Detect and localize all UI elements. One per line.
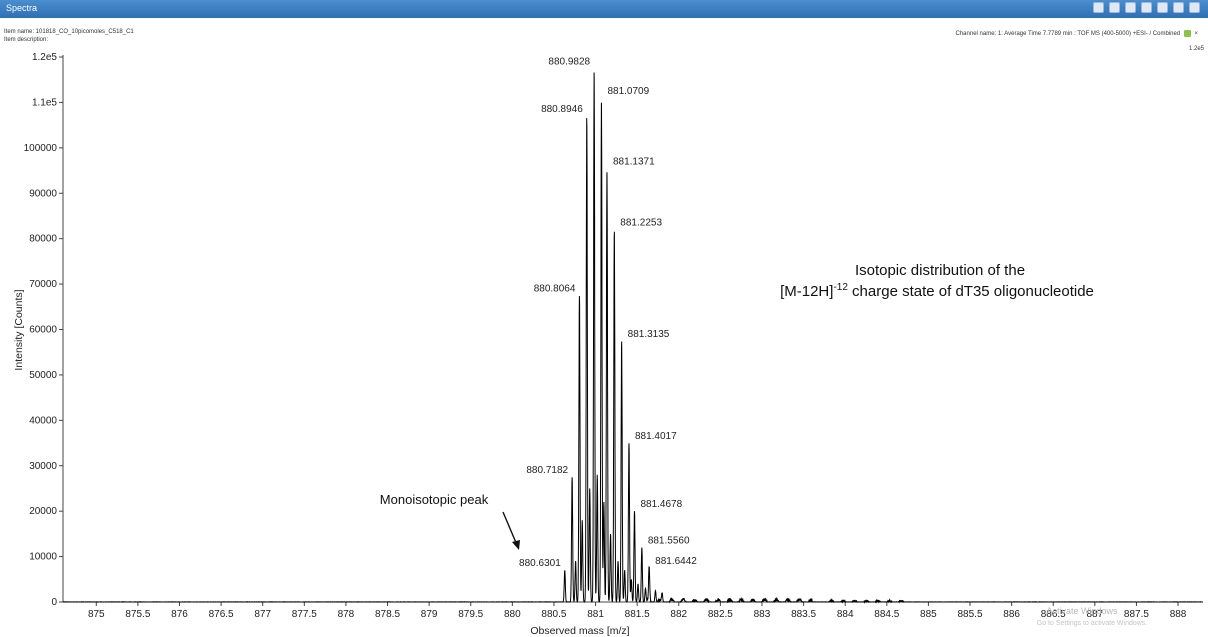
x-tick-label: 885.5 — [957, 609, 982, 620]
y-tick-label: 60000 — [29, 325, 57, 336]
x-tick-label: 877.5 — [292, 609, 317, 620]
distribution-annotation-line2: [M-12H]-12 charge state of dT35 oligonuc… — [780, 282, 1094, 300]
y-tick-label: 40000 — [29, 415, 57, 426]
y-tick-label: 0 — [51, 597, 57, 608]
x-axis: 875 875.5 876 876.5 877 877.5 878 878.5 879 879.5… — [63, 601, 1203, 620]
y-tick-label: 30000 — [29, 461, 57, 472]
x-tick-label: 882.5 — [708, 609, 733, 620]
x-tick-label: 875.5 — [125, 609, 150, 620]
x-tick-label: 881.5 — [625, 609, 650, 620]
peak-label: 881.2253 — [620, 218, 662, 229]
close-icon[interactable] — [1189, 2, 1200, 13]
activate-windows-subtext: Go to Settings to activate Windows. — [1037, 620, 1148, 627]
x-tick-label: 885 — [920, 609, 937, 620]
peak-label: 881.5560 — [648, 536, 690, 547]
x-tick-label: 882 — [670, 609, 687, 620]
item-description: Item description: — [4, 37, 49, 43]
peak-label: 881.1371 — [613, 156, 655, 167]
y-tick-label: 50000 — [29, 370, 57, 381]
peak-label: 881.3135 — [628, 329, 670, 340]
x-tick-label: 876.5 — [209, 609, 234, 620]
channel-text: Channel name: 1: Average Time 7.7789 min… — [955, 31, 1181, 38]
x-tick-label: 880 — [504, 609, 521, 620]
ion-label: [M-12H] — [780, 283, 833, 300]
y-tick-label: 90000 — [29, 188, 57, 199]
window-title: Spectra — [6, 3, 38, 13]
peak-label: 880.7182 — [526, 465, 568, 476]
y-tick-label: 100000 — [24, 143, 58, 154]
toolbar-icons — [1093, 2, 1200, 13]
x-tick-label: 881 — [587, 609, 604, 620]
x-tick-label: 877 — [254, 609, 271, 620]
x-tick-label: 887.5 — [1124, 609, 1149, 620]
x-tick-label: 888 — [1170, 609, 1187, 620]
export-icon[interactable] — [1157, 2, 1168, 13]
peak-label: 880.8064 — [534, 283, 576, 294]
monoisotopic-annotation: Monoisotopic peak — [380, 492, 489, 507]
charge-state-text: charge state of dT35 oligonucleotide — [848, 283, 1094, 300]
pin-icon[interactable] — [1183, 30, 1191, 37]
y-tick-label: 1.1e5 — [32, 97, 57, 108]
x-tick-label: 875 — [88, 609, 105, 620]
x-tick-label: 883.5 — [791, 609, 816, 620]
x-tick-label: 884.5 — [874, 609, 899, 620]
y-tick-label: 70000 — [29, 279, 57, 290]
y-tick-label: 10000 — [29, 552, 57, 563]
y-axis-label: Intensity [Counts] — [13, 289, 25, 370]
spectrum-trace — [62, 72, 1203, 604]
channel-name: Channel name: 1: Average Time 7.7789 min… — [956, 30, 1198, 37]
x-tick-label: 879.5 — [458, 609, 483, 620]
monoisotopic-arrow-line — [502, 511, 518, 546]
dropdown-icon[interactable] — [1173, 2, 1184, 13]
activate-windows-watermark: Activate Windows — [1046, 606, 1118, 616]
y-tick-label: 80000 — [29, 234, 57, 245]
x-tick-label: 886 — [1003, 609, 1020, 620]
peak-label: 881.0709 — [607, 86, 649, 97]
y-tick-label: 1.2e5 — [32, 52, 57, 63]
peak-label: 880.8946 — [541, 104, 583, 115]
distribution-annotation-line1: Isotopic distribution of the — [855, 262, 1025, 279]
x-tick-label: 876 — [171, 609, 188, 620]
peak-labels: 880.6301 880.7182 880.8064 880.8946 880.9828… — [519, 56, 697, 569]
charge-superscript: -12 — [833, 282, 848, 293]
x-tick-label: 887 — [1086, 609, 1103, 620]
copy-icon[interactable] — [1125, 2, 1136, 13]
item-name: Item name: 101818_CO_10picomoles_C518_C1 — [4, 29, 134, 35]
monoisotopic-arrow-head — [512, 540, 520, 550]
x-tick-label: 883 — [754, 609, 771, 620]
settings-icon[interactable] — [1093, 2, 1104, 13]
peak-label: 880.9828 — [548, 56, 590, 67]
close-channel-icon[interactable]: × — [1194, 31, 1198, 38]
window-titlebar: Spectra — [0, 0, 1208, 18]
peak-label: 881.6442 — [655, 556, 697, 567]
x-tick-label: 878.5 — [375, 609, 400, 620]
corner-scale: 1.2e5 — [1188, 46, 1204, 52]
x-tick-label: 878 — [338, 609, 355, 620]
y-tick-label: 20000 — [29, 506, 57, 517]
y-axis: 0 10000 20000 30000 40000 50000 60000 70000 8000… — [24, 52, 64, 608]
x-tick-label: 879 — [421, 609, 438, 620]
zoom-icon[interactable] — [1109, 2, 1120, 13]
print-icon[interactable] — [1141, 2, 1152, 13]
peak-label: 880.6301 — [519, 558, 561, 569]
peak-label: 881.4017 — [635, 431, 677, 442]
x-tick-label: 884 — [837, 609, 854, 620]
x-tick-label: 880.5 — [541, 609, 566, 620]
x-tick-label: 886.5 — [1041, 609, 1066, 620]
x-axis-label: Observed mass [m/z] — [530, 625, 629, 637]
peak-label: 881.4678 — [640, 499, 682, 510]
